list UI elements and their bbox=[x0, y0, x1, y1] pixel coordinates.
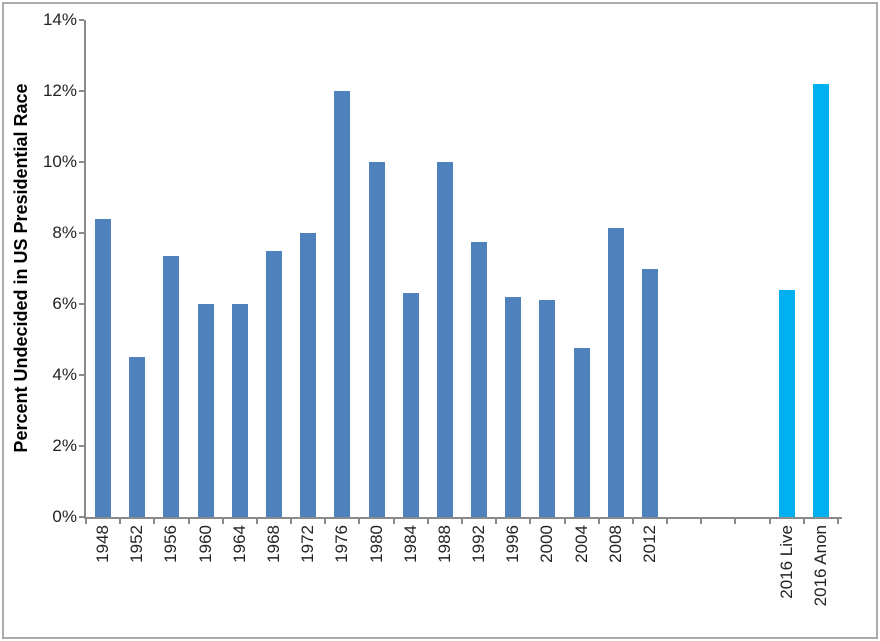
y-tick-mark bbox=[79, 445, 84, 447]
x-tick-label-1964: 1964 bbox=[229, 525, 249, 563]
bar-1992 bbox=[471, 241, 488, 517]
x-tick-mark bbox=[631, 519, 634, 524]
x-tick-label-1960: 1960 bbox=[195, 525, 215, 563]
y-axis-line bbox=[84, 20, 86, 519]
x-tick-label-2016-live: 2016 Live bbox=[776, 525, 796, 599]
x-tick-mark bbox=[495, 519, 498, 524]
x-tick-label-1988: 1988 bbox=[434, 525, 454, 563]
y-tick-mark bbox=[79, 232, 84, 234]
x-tick-mark bbox=[563, 519, 566, 524]
x-tick-label-2012: 2012 bbox=[640, 525, 659, 563]
x-tick-label-1976: 1976 bbox=[332, 525, 352, 563]
y-tick-label-14pct: 14% bbox=[42, 10, 77, 29]
bar-2004 bbox=[573, 348, 590, 517]
x-tick-mark bbox=[837, 519, 839, 524]
x-axis-line bbox=[84, 517, 842, 519]
x-tick-mark bbox=[597, 519, 600, 524]
x-tick-mark bbox=[119, 519, 122, 524]
y-tick-label-8pct: 8% bbox=[52, 223, 77, 242]
bar-2012 bbox=[642, 268, 658, 517]
x-tick-label-2000: 2000 bbox=[537, 525, 557, 563]
bar-1980 bbox=[368, 162, 385, 517]
x-tick-mark bbox=[255, 519, 258, 524]
bar-1984 bbox=[402, 293, 419, 517]
bar-1956 bbox=[163, 256, 180, 517]
x-tick-mark bbox=[700, 519, 703, 524]
x-tick-label-1968: 1968 bbox=[264, 525, 283, 563]
x-tick-label-1996: 1996 bbox=[503, 525, 523, 563]
x-tick-mark bbox=[426, 519, 429, 524]
bar-2016-live bbox=[778, 289, 795, 517]
y-tick-mark bbox=[79, 516, 84, 518]
bar-1964 bbox=[231, 304, 248, 517]
x-tick-mark bbox=[221, 519, 224, 524]
bar-2016-anon bbox=[812, 83, 829, 517]
y-tick-mark bbox=[79, 303, 84, 305]
bar-1952 bbox=[129, 357, 146, 517]
x-tick-label-1956: 1956 bbox=[161, 525, 181, 563]
x-tick-label-1972: 1972 bbox=[298, 525, 318, 563]
x-tick-mark bbox=[85, 519, 87, 524]
bar-1948 bbox=[95, 218, 112, 517]
x-tick-mark bbox=[768, 519, 771, 524]
bar-1968 bbox=[266, 250, 282, 517]
x-tick-mark bbox=[187, 519, 190, 524]
y-tick-mark bbox=[79, 374, 84, 376]
y-axis-title: Percent Undecided in US Presidential Rac… bbox=[11, 83, 31, 453]
y-tick-label-2pct: 2% bbox=[52, 436, 77, 455]
x-tick-label-2004: 2004 bbox=[571, 525, 591, 563]
x-tick-mark bbox=[734, 519, 737, 524]
bar-2008 bbox=[607, 227, 624, 517]
x-tick-mark bbox=[529, 519, 532, 524]
y-tick-label-12pct: 12% bbox=[42, 81, 77, 100]
x-tick-label-2008: 2008 bbox=[605, 525, 625, 563]
x-tick-label-1980: 1980 bbox=[366, 525, 386, 563]
bar-1996 bbox=[505, 296, 522, 517]
x-tick-mark bbox=[802, 519, 805, 524]
y-tick-mark bbox=[79, 161, 84, 163]
y-tick-mark bbox=[79, 19, 84, 21]
x-tick-mark bbox=[153, 519, 156, 524]
y-tick-label-10pct: 10% bbox=[42, 152, 77, 171]
bar-1960 bbox=[197, 304, 214, 517]
x-tick-mark bbox=[290, 519, 293, 524]
bar-1972 bbox=[300, 233, 317, 517]
y-tick-label-4pct: 4% bbox=[52, 365, 77, 384]
x-tick-mark bbox=[324, 519, 327, 524]
x-tick-mark bbox=[358, 519, 361, 524]
x-tick-mark bbox=[392, 519, 395, 524]
bar-2000 bbox=[539, 300, 556, 517]
y-tick-label-0pct: 0% bbox=[52, 507, 77, 526]
y-tick-mark bbox=[79, 90, 84, 92]
x-tick-label-1992: 1992 bbox=[469, 525, 489, 563]
x-tick-label-1948: 1948 bbox=[93, 525, 113, 563]
x-tick-mark bbox=[666, 519, 669, 524]
x-tick-mark bbox=[461, 519, 463, 524]
x-tick-label-2016-anon: 2016 Anon bbox=[810, 525, 830, 607]
x-tick-label-1952: 1952 bbox=[127, 525, 147, 563]
bar-1976 bbox=[334, 91, 351, 517]
bar-1988 bbox=[436, 162, 453, 517]
y-tick-label-6pct: 6% bbox=[52, 294, 77, 313]
x-tick-label-1984: 1984 bbox=[400, 525, 420, 563]
